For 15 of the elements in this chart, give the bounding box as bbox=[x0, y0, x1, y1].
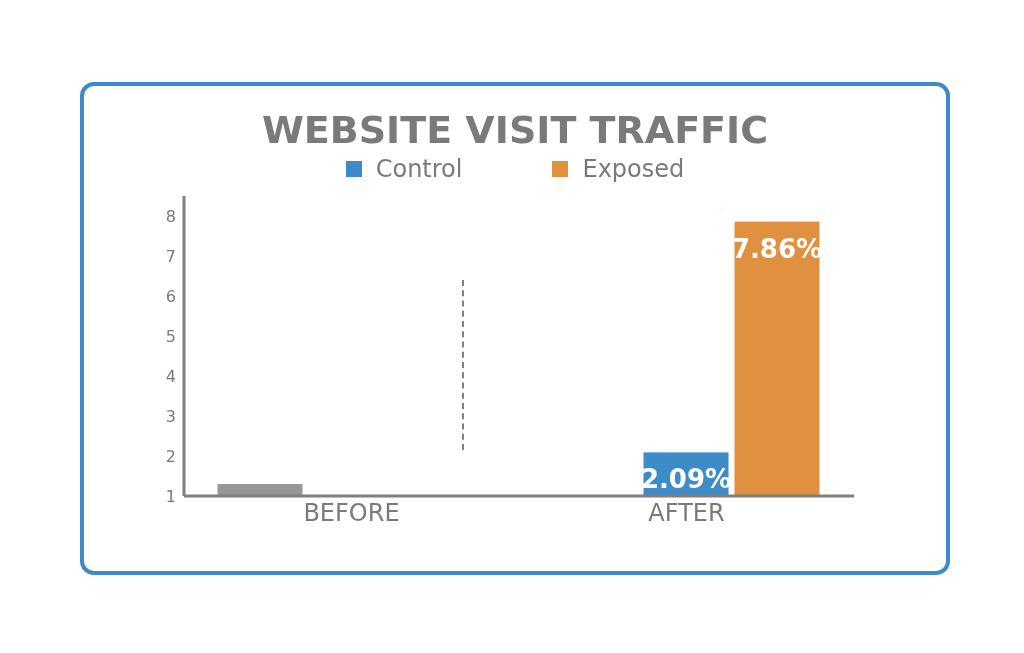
y-tick-label: 1 bbox=[165, 486, 176, 506]
data-label: 2.09% bbox=[640, 464, 732, 495]
y-tick-label: 6 bbox=[165, 286, 176, 306]
legend-label: Control bbox=[375, 155, 463, 183]
data-label: 7.86% bbox=[731, 233, 823, 264]
y-tick-label: 5 bbox=[165, 326, 176, 346]
y-tick-label: 8 bbox=[165, 206, 176, 226]
y-tick-label: 3 bbox=[165, 406, 176, 426]
chart-title: WEBSITE VISIT TRAFFIC bbox=[260, 108, 770, 152]
x-tick-label: AFTER bbox=[648, 499, 725, 528]
y-tick-label: 2 bbox=[165, 446, 176, 466]
y-tick-label: 4 bbox=[165, 366, 176, 386]
x-tick-label: BEFORE bbox=[303, 499, 400, 528]
y-tick-label: 7 bbox=[165, 246, 176, 266]
legend-label: Exposed bbox=[582, 155, 685, 183]
